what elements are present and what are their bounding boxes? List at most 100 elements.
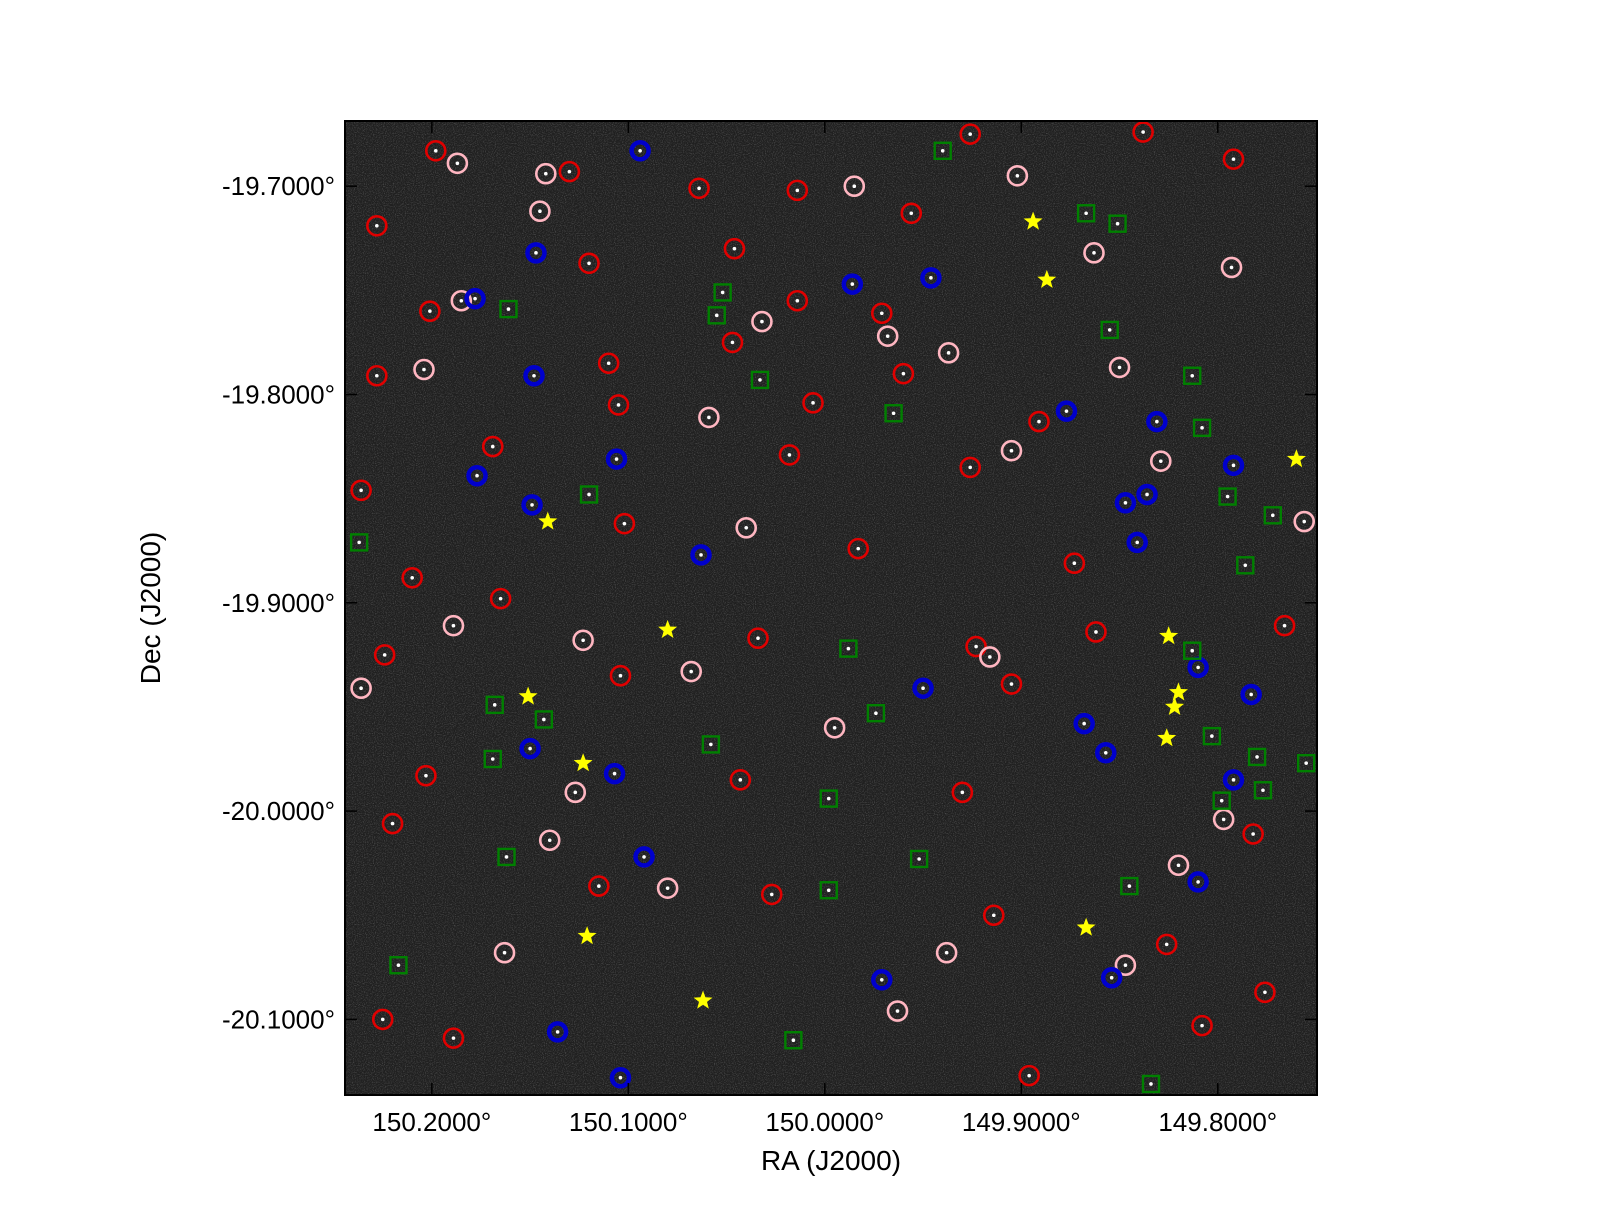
- source-circle: [597, 352, 620, 375]
- source-square: [1183, 366, 1202, 385]
- source-square: [499, 299, 518, 319]
- source-square: [713, 283, 732, 302]
- source-point: [891, 411, 896, 416]
- source-point: [530, 503, 534, 507]
- source-point: [1229, 265, 1234, 270]
- source-point: [852, 184, 857, 188]
- source-square: [1202, 726, 1222, 746]
- source-circle: [1132, 121, 1154, 143]
- source-star: [1286, 449, 1306, 468]
- source-point: [597, 884, 601, 888]
- source-circle: [656, 877, 679, 899]
- source-point: [1135, 540, 1140, 545]
- source-square: [707, 306, 726, 325]
- source-point: [422, 367, 426, 372]
- source-point: [475, 473, 479, 478]
- source-point: [1123, 501, 1128, 505]
- source-circle: [959, 456, 982, 479]
- source-point: [707, 415, 711, 420]
- source-circle: [1191, 1014, 1213, 1037]
- y-tick-label: -20.1000°: [222, 1004, 335, 1034]
- source-circle: [723, 237, 746, 260]
- source-point: [587, 261, 591, 266]
- source-circle: [413, 358, 435, 381]
- source-square: [701, 735, 721, 754]
- source-circle: [786, 289, 809, 312]
- source-circle: [979, 646, 1001, 668]
- source-circle: [1100, 966, 1123, 989]
- source-circle: [760, 883, 783, 906]
- source-point: [909, 211, 914, 216]
- source-circle: [424, 139, 447, 162]
- source-circle: [1083, 242, 1105, 264]
- source-circle: [371, 1008, 394, 1031]
- source-point: [538, 209, 542, 213]
- source-point: [382, 653, 387, 657]
- source-circle: [871, 969, 893, 991]
- source-square: [1120, 876, 1139, 896]
- source-star: [658, 619, 678, 638]
- source-square: [349, 533, 369, 552]
- y-tick-label: -20.0000°: [222, 796, 335, 826]
- source-point: [1282, 623, 1287, 628]
- source-point: [424, 773, 428, 778]
- source-circle: [401, 566, 423, 589]
- source-point: [498, 596, 503, 601]
- source-circle: [729, 769, 752, 791]
- source-star: [1037, 269, 1057, 288]
- source-point: [1123, 963, 1128, 968]
- source-square: [933, 141, 952, 160]
- source-point: [1219, 798, 1224, 803]
- source-point: [1176, 863, 1181, 868]
- source-point: [832, 725, 837, 730]
- source-circle: [920, 267, 942, 289]
- source-square: [1263, 506, 1282, 525]
- source-circle: [629, 140, 651, 162]
- source-circle: [558, 160, 581, 183]
- source-circle: [1222, 769, 1245, 791]
- x-tick-label: 150.1000°: [569, 1107, 688, 1137]
- source-circle: [523, 364, 545, 387]
- source-circle: [1187, 871, 1209, 893]
- source-circle: [373, 644, 396, 666]
- source-point: [1149, 1082, 1153, 1086]
- source-point: [1231, 157, 1236, 161]
- source-circle: [603, 762, 626, 785]
- source-point: [709, 742, 713, 747]
- source-point: [1225, 494, 1230, 499]
- source-circle: [605, 448, 628, 470]
- source-circle: [778, 444, 801, 466]
- source-point: [614, 457, 619, 461]
- source-point: [968, 465, 973, 470]
- source-point: [1092, 251, 1096, 255]
- source-circle: [751, 310, 773, 333]
- source-circle: [538, 829, 561, 852]
- source-point: [1145, 492, 1149, 497]
- source-point: [573, 790, 578, 795]
- source-point: [1015, 173, 1020, 178]
- source-point: [1196, 665, 1200, 670]
- source-point: [357, 540, 361, 545]
- source-point: [1190, 373, 1195, 378]
- x-tick-label: 150.2000°: [372, 1107, 491, 1137]
- source-point: [850, 282, 855, 286]
- source-point: [756, 636, 760, 641]
- source-point: [1037, 419, 1041, 424]
- source-circle: [1006, 164, 1029, 187]
- source-point: [795, 188, 800, 193]
- source-square: [534, 710, 554, 729]
- source-point: [1261, 788, 1265, 793]
- source-circle: [841, 273, 864, 295]
- source-point: [1231, 463, 1236, 468]
- source-point: [1064, 409, 1069, 413]
- source-point: [618, 1075, 623, 1080]
- source-point: [811, 401, 815, 405]
- source-circle: [466, 464, 488, 487]
- source-circle: [525, 242, 547, 264]
- source-circle: [1254, 981, 1276, 1004]
- source-star: [538, 511, 558, 530]
- source-circle: [698, 406, 720, 429]
- source-point: [506, 307, 511, 311]
- source-point: [618, 673, 623, 678]
